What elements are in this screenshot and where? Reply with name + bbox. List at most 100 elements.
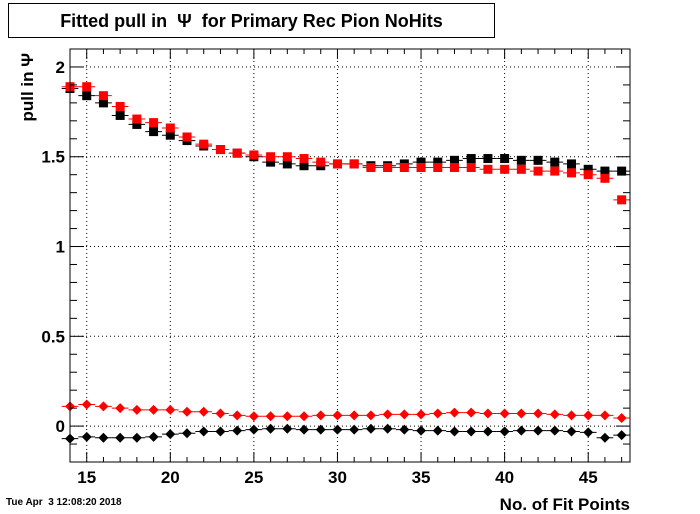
data-point <box>600 166 610 176</box>
data-point <box>533 408 544 419</box>
data-point <box>549 425 560 436</box>
y-tick-label: 1.5 <box>41 148 65 167</box>
data-point <box>332 159 342 169</box>
data-point <box>199 139 209 149</box>
data-point <box>449 426 460 437</box>
data-point <box>165 429 176 440</box>
data-point <box>165 123 175 133</box>
data-point <box>499 426 510 437</box>
data-point <box>566 426 577 437</box>
data-point <box>232 410 243 421</box>
data-point <box>399 424 410 435</box>
y-axis-label: pull in Ψ <box>18 53 37 122</box>
data-point <box>282 159 292 169</box>
data-point <box>616 430 627 441</box>
data-point <box>81 399 92 410</box>
data-point <box>583 164 593 174</box>
data-point <box>115 403 126 414</box>
data-point <box>299 411 310 422</box>
grid-lines <box>70 49 630 462</box>
data-point <box>600 173 610 183</box>
data-point <box>232 425 243 436</box>
series-0 <box>61 84 630 176</box>
data-point <box>566 168 576 178</box>
data-point <box>566 410 577 421</box>
data-point <box>149 127 159 137</box>
data-point <box>98 91 108 101</box>
data-point <box>131 404 142 415</box>
data-point <box>148 431 159 442</box>
data-point <box>115 101 125 111</box>
data-point <box>198 426 209 437</box>
data-point <box>499 408 510 419</box>
x-tick-label: 15 <box>77 468 96 487</box>
x-axis-label: No. of Fit Points <box>500 495 630 514</box>
data-point <box>583 170 593 180</box>
y-tick-label: 0.5 <box>41 327 65 346</box>
data-point <box>215 408 226 419</box>
data-point <box>349 424 360 435</box>
data-point <box>533 166 543 176</box>
data-point <box>500 154 510 164</box>
plot-frame <box>69 48 631 463</box>
series-3 <box>61 423 630 444</box>
data-point <box>433 163 443 173</box>
data-point <box>315 410 326 421</box>
data-point <box>516 155 526 165</box>
data-point <box>232 148 242 158</box>
data-point <box>432 408 443 419</box>
data-point <box>382 423 393 434</box>
data-point <box>165 130 175 140</box>
data-point <box>533 425 544 436</box>
data-point <box>482 426 493 437</box>
data-point <box>483 154 493 164</box>
data-point <box>432 425 443 436</box>
series-1 <box>61 82 630 205</box>
data-point <box>383 163 393 173</box>
data-point <box>466 426 477 437</box>
data-point <box>282 423 293 434</box>
y-tick-label: 0 <box>56 417 65 436</box>
data-point <box>550 157 560 167</box>
x-tick-label: 20 <box>161 468 180 487</box>
data-point <box>315 424 326 435</box>
data-point <box>416 157 426 167</box>
data-point <box>466 154 476 164</box>
data-point <box>98 432 109 443</box>
data-point <box>416 163 426 173</box>
data-series <box>61 82 630 444</box>
data-point <box>182 428 193 439</box>
data-point <box>365 410 376 421</box>
data-point <box>148 404 159 415</box>
data-point <box>115 432 126 443</box>
data-point <box>466 407 477 418</box>
data-point <box>282 411 293 422</box>
x-tick-label: 25 <box>244 468 263 487</box>
data-point <box>248 411 259 422</box>
data-point <box>182 132 192 142</box>
series-2 <box>61 399 630 424</box>
data-point <box>449 163 459 173</box>
data-point <box>616 413 627 424</box>
data-point <box>366 163 376 173</box>
data-point <box>466 163 476 173</box>
y-tick-label: 2 <box>56 58 65 77</box>
data-point <box>533 155 543 165</box>
data-point <box>500 164 510 174</box>
data-point <box>549 409 560 420</box>
data-point <box>266 157 276 167</box>
data-point <box>215 145 225 155</box>
data-point <box>516 164 526 174</box>
data-point <box>583 410 594 421</box>
data-point <box>265 411 276 422</box>
x-tick-label: 35 <box>412 468 431 487</box>
data-point <box>449 155 459 165</box>
data-point <box>248 424 259 435</box>
data-point <box>433 157 443 167</box>
data-point <box>132 119 142 129</box>
data-point <box>266 152 276 162</box>
data-point <box>483 164 493 174</box>
data-point <box>98 401 109 412</box>
x-tick-label: 40 <box>495 468 514 487</box>
data-point <box>215 426 226 437</box>
